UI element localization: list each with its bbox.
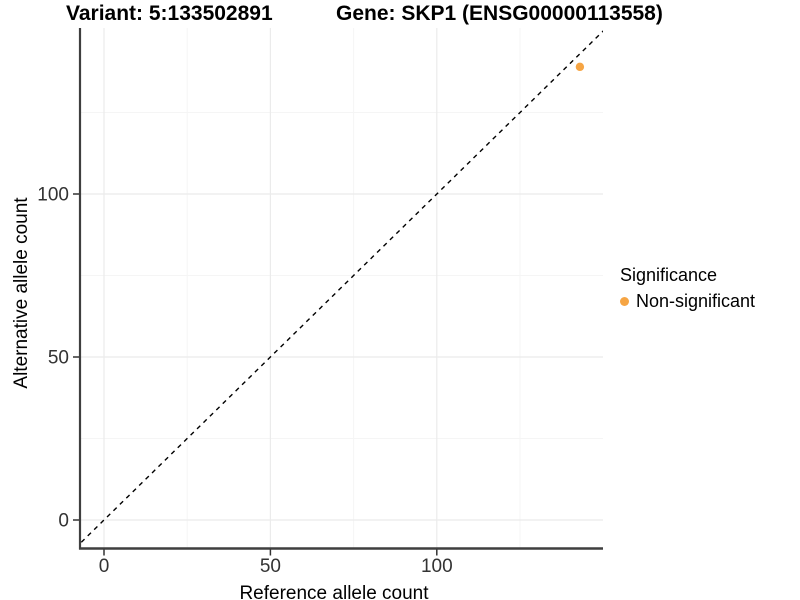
plot-title-variant: Variant: 5:133502891 bbox=[66, 2, 273, 25]
y-axis-title: Alternative allele count bbox=[11, 197, 32, 389]
tick-marks bbox=[73, 193, 438, 556]
plot-title-gene: Gene: SKP1 (ENSG00000113558) bbox=[336, 2, 663, 25]
legend-item: Non-significant bbox=[620, 291, 755, 312]
major-gridlines bbox=[80, 28, 603, 549]
y-tick-label: 100 bbox=[37, 185, 69, 206]
legend-item-label: Non-significant bbox=[636, 291, 756, 311]
x-tick-label: 0 bbox=[99, 556, 110, 577]
identity-reference-line bbox=[80, 30, 603, 545]
legend: Significance Non-significant bbox=[620, 265, 755, 312]
y-tick-label: 0 bbox=[58, 511, 69, 532]
minor-gridlines bbox=[80, 28, 603, 549]
data-point bbox=[575, 62, 585, 72]
legend-title: Significance bbox=[620, 265, 718, 285]
x-tick-label: 100 bbox=[421, 556, 453, 577]
y-tick-label: 50 bbox=[48, 348, 69, 369]
x-axis-title: Reference allele count bbox=[239, 583, 429, 600]
x-tick-label: 50 bbox=[260, 556, 281, 577]
legend-items: Non-significant bbox=[620, 291, 755, 312]
legend-point-icon bbox=[620, 297, 629, 306]
tick-labels: 0 50 100 0 50 100 bbox=[37, 185, 452, 578]
